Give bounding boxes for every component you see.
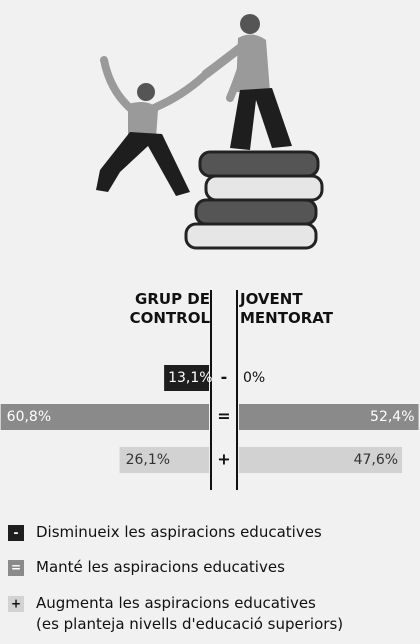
legend-symbol: =	[11, 561, 21, 575]
series-header: GRUP DE CONTROL	[105, 290, 210, 328]
page: {"chart_data": {"type": "butterfly", "ca…	[0, 0, 420, 644]
legend-label: Disminueix les aspiracions educatives	[36, 522, 420, 543]
legend-symbol: -	[14, 526, 19, 540]
value-label: 26,1%	[126, 452, 170, 468]
illustration	[96, 14, 322, 248]
value-label: 13,1%	[168, 370, 212, 386]
value-label: 47,6%	[354, 452, 398, 468]
legend-label: Augmenta les aspiracions educatives (es …	[36, 593, 420, 635]
value-label: 60,8%	[7, 409, 51, 425]
legend-label: Manté les aspiracions educatives	[36, 557, 420, 578]
value-label: 52,4%	[370, 409, 414, 425]
category-symbol: +	[217, 450, 230, 469]
category-symbol: =	[217, 407, 230, 426]
series-header: JOVENT MENTORAT	[240, 290, 340, 328]
legend-symbol: +	[11, 597, 21, 611]
chart: -13,1%0%-=60,8%52,4%=+26,1%47,6%+	[0, 0, 420, 644]
value-label: 0%	[243, 370, 265, 386]
category-symbol: -	[221, 368, 228, 387]
